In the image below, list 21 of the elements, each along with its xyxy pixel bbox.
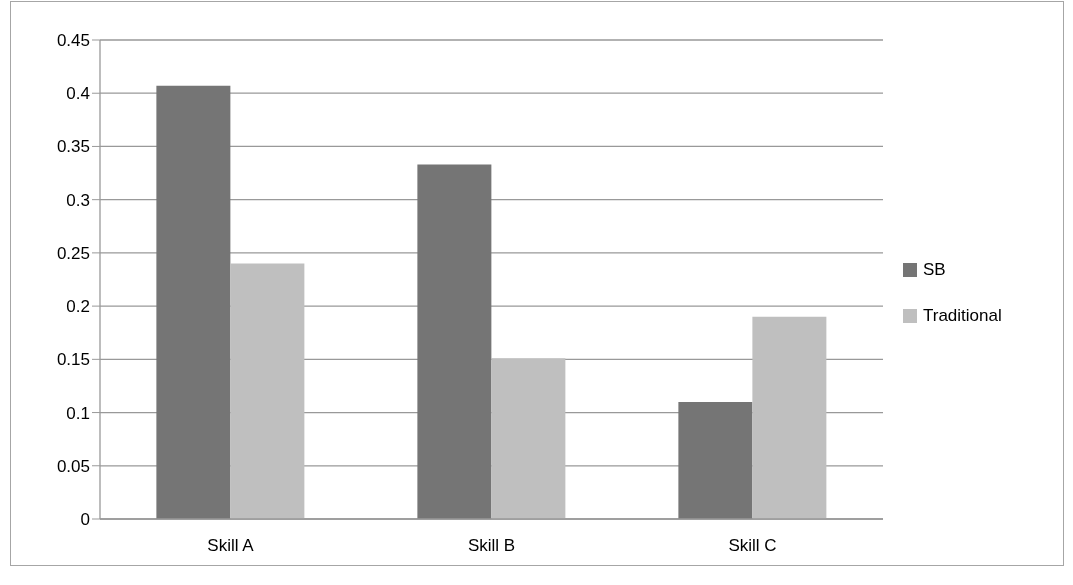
bar: [752, 316, 827, 519]
x-tick-label: Skill B: [467, 536, 516, 556]
bar: [417, 164, 492, 519]
y-tick-label: 0.05: [56, 456, 90, 476]
x-tick-label: Skill A: [207, 536, 255, 556]
y-tick-label: 0.1: [66, 403, 90, 423]
y-tick-label: 0.35: [56, 137, 90, 157]
x-tick-label: Skill C: [728, 536, 777, 556]
legend-label: SB: [923, 259, 946, 280]
bar: [678, 401, 753, 519]
y-tick-label: 0.3: [66, 190, 90, 210]
y-tick-label: 0.4: [66, 84, 90, 104]
y-tick-label: 0.15: [56, 350, 90, 370]
legend-label: Traditional: [923, 305, 1002, 326]
bar: [230, 263, 305, 519]
y-tick-label: 0.2: [66, 297, 90, 317]
bar: [156, 85, 231, 519]
y-tick-label: 0.25: [56, 243, 90, 263]
y-tick-label: 0.45: [56, 31, 90, 51]
y-tick-label: 0: [80, 510, 90, 530]
bar: [491, 358, 566, 519]
